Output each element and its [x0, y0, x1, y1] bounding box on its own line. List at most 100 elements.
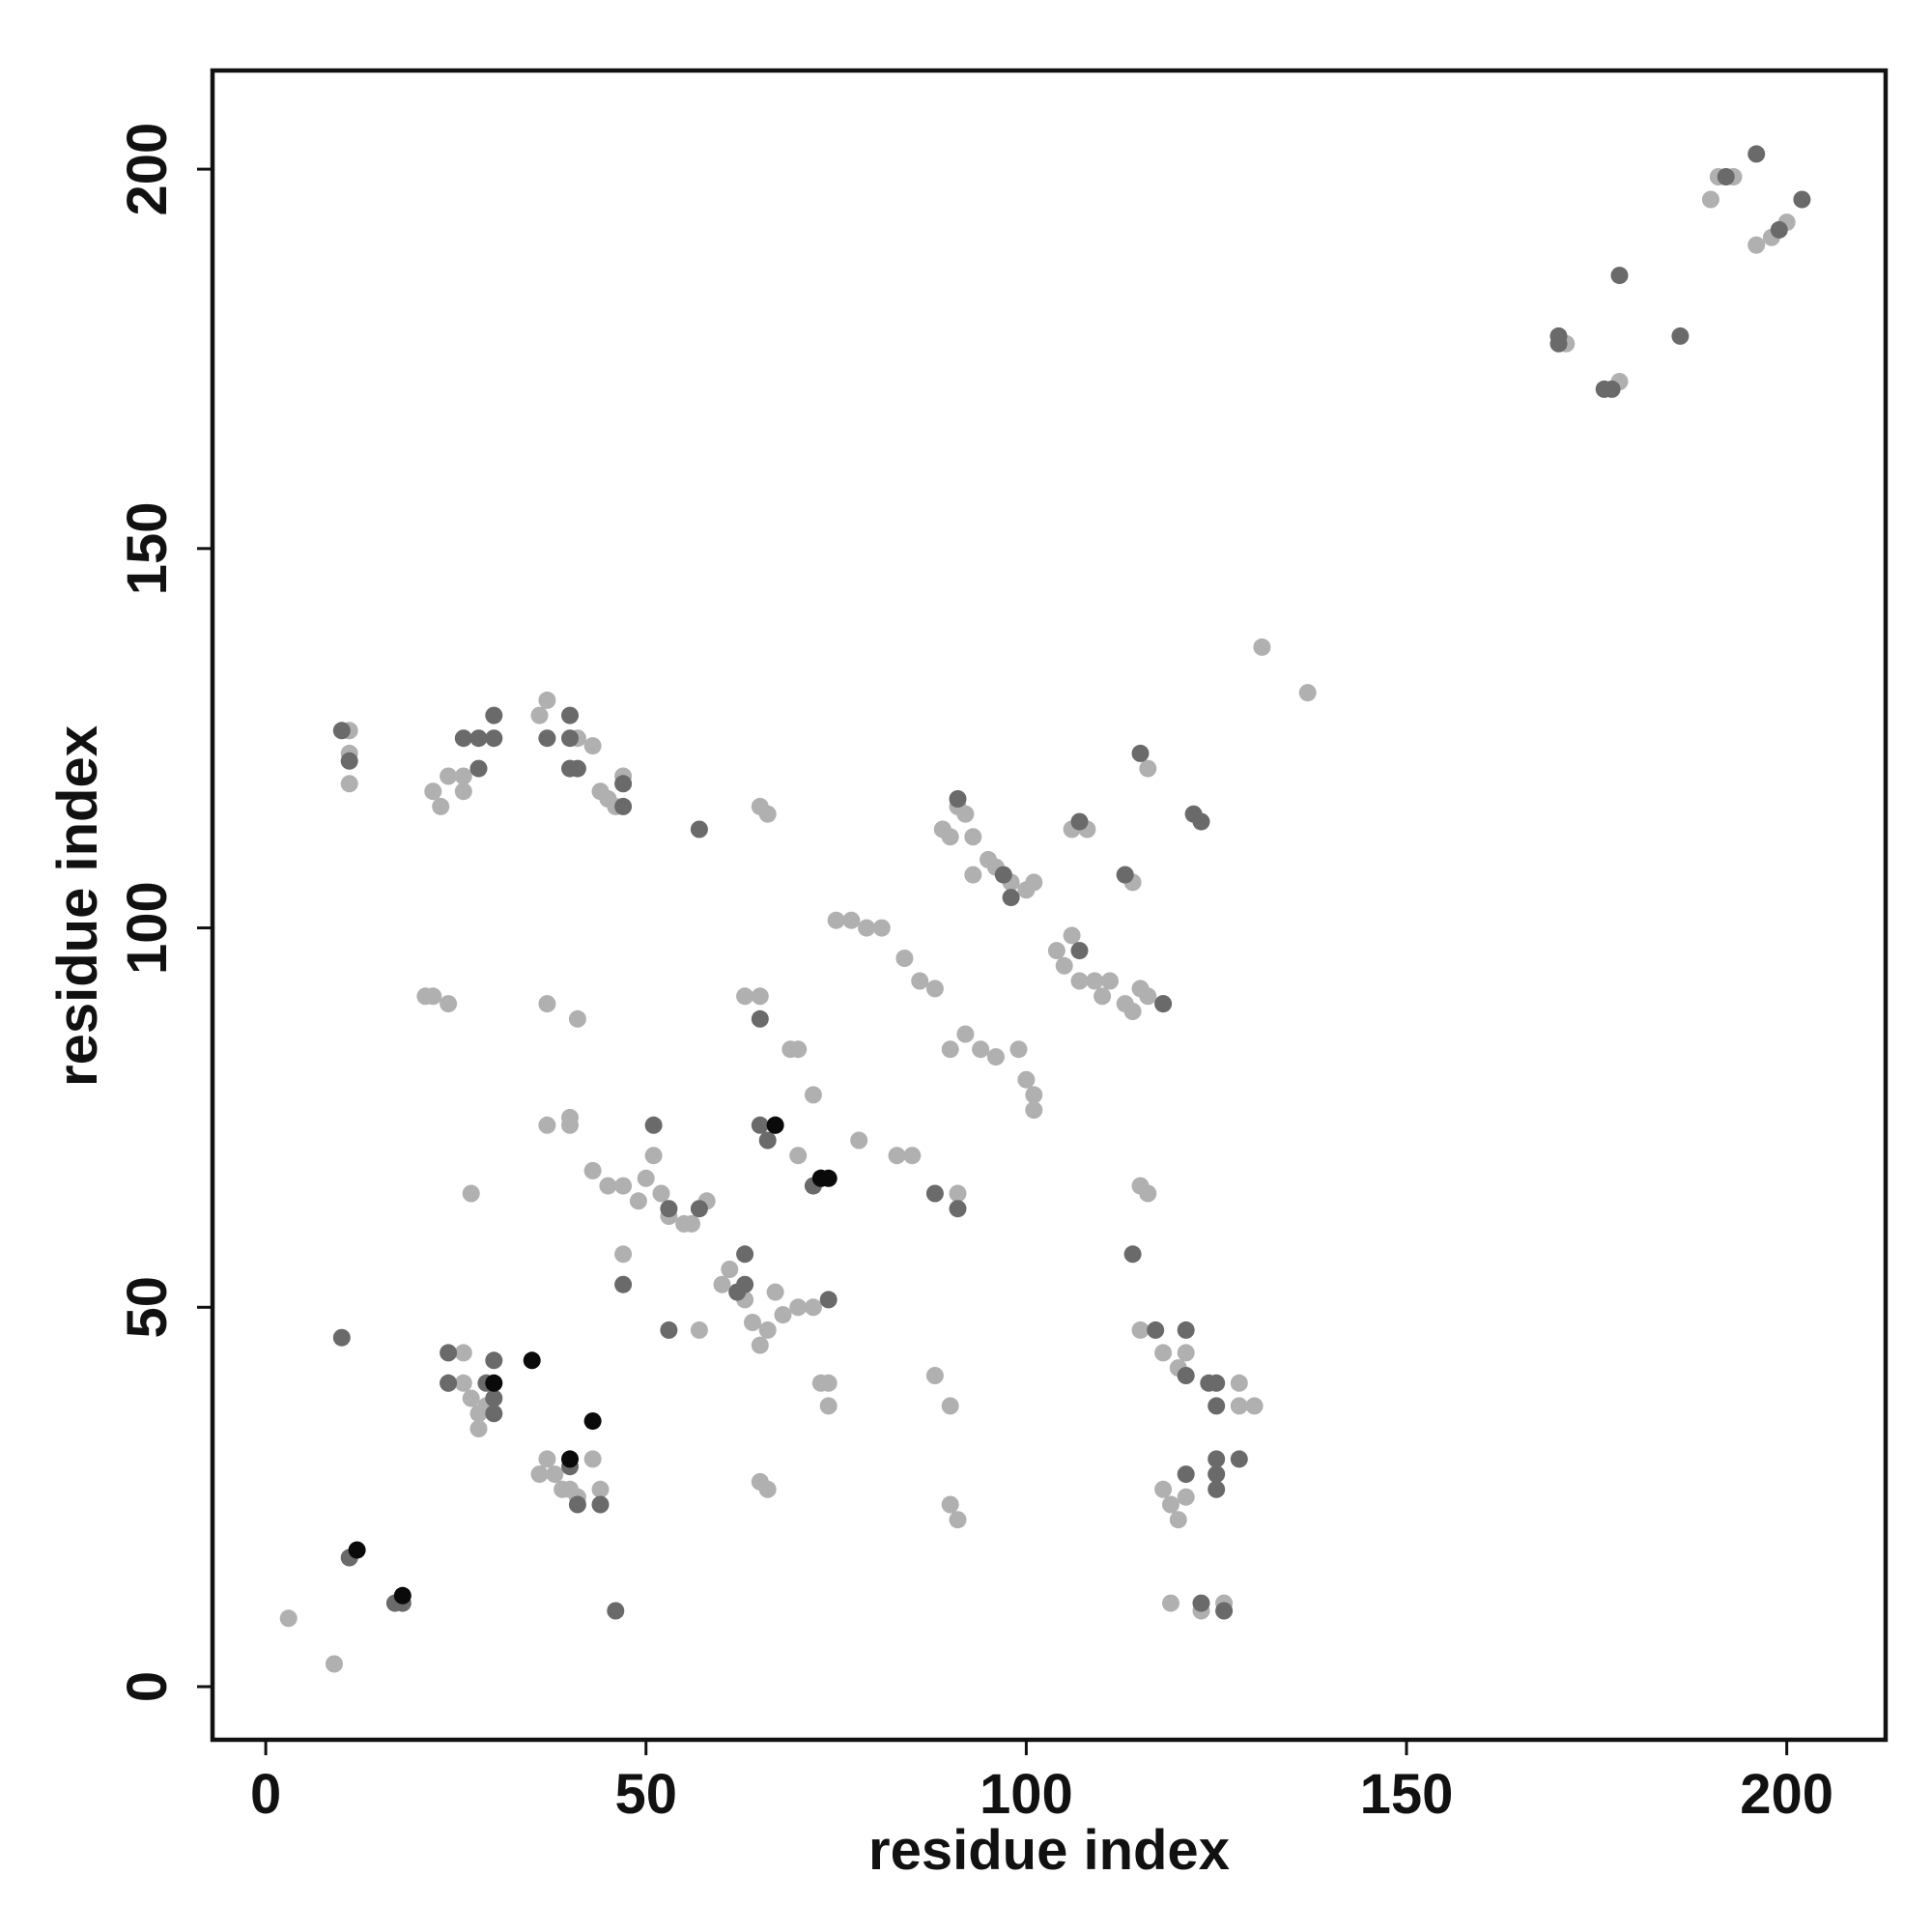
data-point-mid: [440, 1374, 458, 1392]
data-point-light: [538, 691, 556, 709]
data-point-light: [340, 775, 358, 793]
data-point-light: [972, 1040, 990, 1059]
data-point-light: [804, 1298, 822, 1317]
data-point-light: [941, 828, 959, 846]
data-point-mid: [469, 759, 488, 778]
data-point-light: [941, 1495, 959, 1514]
data-point-light: [1253, 638, 1271, 656]
data-point-mid: [1070, 942, 1089, 960]
data-point-mid: [994, 866, 1012, 884]
data-point-light: [454, 782, 472, 801]
plot-frame: [210, 68, 1889, 1743]
data-point-light: [941, 1040, 959, 1059]
x-tick-label: 150: [1360, 1763, 1454, 1826]
x-tick-label: 50: [614, 1763, 677, 1826]
data-point-light: [583, 737, 602, 755]
data-point-mid: [561, 729, 579, 748]
data-point-light: [925, 1367, 944, 1384]
data-point-light: [462, 1184, 480, 1203]
data-point-light: [789, 1298, 808, 1317]
data-point-light: [1177, 1488, 1195, 1506]
data-point-light: [652, 1184, 670, 1203]
data-point-light: [1025, 1086, 1043, 1104]
data-point-mid: [607, 1602, 625, 1620]
data-point-light: [766, 1283, 784, 1301]
data-point-mid: [1177, 1367, 1195, 1384]
data-point-light: [1162, 1594, 1179, 1612]
data-point-light: [895, 950, 914, 967]
data-point-mid: [1147, 1321, 1165, 1339]
data-point-mid: [568, 759, 586, 778]
x-axis: 0 50 100 150 200: [250, 1740, 1833, 1826]
data-point-dark: [348, 1541, 366, 1559]
y-tick-label: 150: [116, 501, 179, 595]
data-point-mid: [1230, 1450, 1248, 1468]
data-point-mid: [1123, 1245, 1142, 1264]
data-point-light: [1131, 1321, 1150, 1339]
data-point-light: [432, 797, 450, 815]
data-point-dark: [485, 1374, 503, 1392]
data-point-light: [530, 706, 549, 724]
x-tick-label: 200: [1740, 1763, 1833, 1826]
data-point-light: [1094, 987, 1112, 1006]
data-point-light: [326, 1655, 343, 1673]
x-tick-label: 0: [250, 1763, 281, 1826]
data-point-light: [591, 1480, 610, 1498]
data-point-mid: [644, 1116, 663, 1134]
data-point-light: [1177, 1344, 1195, 1362]
data-point-light: [758, 805, 777, 823]
data-point-dark: [766, 1116, 784, 1134]
data-point-light: [758, 1321, 777, 1339]
data-point-mid: [819, 1291, 838, 1309]
data-point-mid: [1208, 1465, 1226, 1484]
data-point-mid: [736, 1275, 754, 1293]
data-point-light: [1154, 1344, 1173, 1362]
data-point-light: [530, 1465, 549, 1484]
y-tick-label: 0: [116, 1671, 179, 1702]
data-point-light: [774, 1306, 792, 1324]
x-axis-title: residue index: [868, 1819, 1230, 1882]
data-point-mid: [1192, 1594, 1210, 1612]
data-point-mid: [1793, 190, 1811, 209]
data-point-light: [561, 1116, 579, 1134]
data-point-mid: [1717, 168, 1735, 185]
data-point-light: [751, 987, 769, 1006]
y-axis-title: residue index: [46, 725, 109, 1087]
data-point-light: [941, 1397, 959, 1415]
data-point-mid: [1154, 995, 1173, 1013]
x-tick-label: 100: [980, 1763, 1073, 1826]
data-point-light: [454, 1374, 472, 1392]
data-point-light: [538, 995, 556, 1013]
data-point-mid: [1208, 1480, 1226, 1498]
data-point-light: [614, 1177, 633, 1195]
data-point-light: [1101, 972, 1119, 990]
data-point-mid: [485, 1351, 503, 1370]
data-point-light: [440, 995, 458, 1013]
data-point-light: [583, 1450, 602, 1468]
data-point-light: [850, 1131, 868, 1150]
points-layer: [279, 145, 1811, 1673]
data-point-mid: [925, 1184, 944, 1203]
data-point-mid: [340, 752, 358, 770]
data-point-mid: [1208, 1450, 1226, 1468]
data-point-mid: [660, 1321, 678, 1339]
data-point-light: [713, 1275, 731, 1293]
data-point-light: [538, 1450, 556, 1468]
data-point-light: [1055, 956, 1073, 975]
data-point-mid: [1671, 327, 1690, 345]
data-point-mid: [660, 1200, 678, 1218]
data-point-light: [758, 1480, 777, 1498]
data-point-light: [1017, 1070, 1036, 1089]
data-point-light: [599, 1177, 617, 1195]
data-point-light: [858, 919, 876, 937]
data-point-light: [538, 1116, 556, 1134]
data-point-light: [789, 1040, 808, 1059]
data-point-light: [872, 919, 891, 937]
data-point-light: [956, 1025, 975, 1043]
data-point-mid: [751, 1116, 769, 1134]
data-point-light: [1230, 1374, 1248, 1392]
data-point-mid: [949, 1200, 967, 1218]
data-point-light: [1245, 1397, 1264, 1415]
data-point-light: [827, 911, 845, 929]
